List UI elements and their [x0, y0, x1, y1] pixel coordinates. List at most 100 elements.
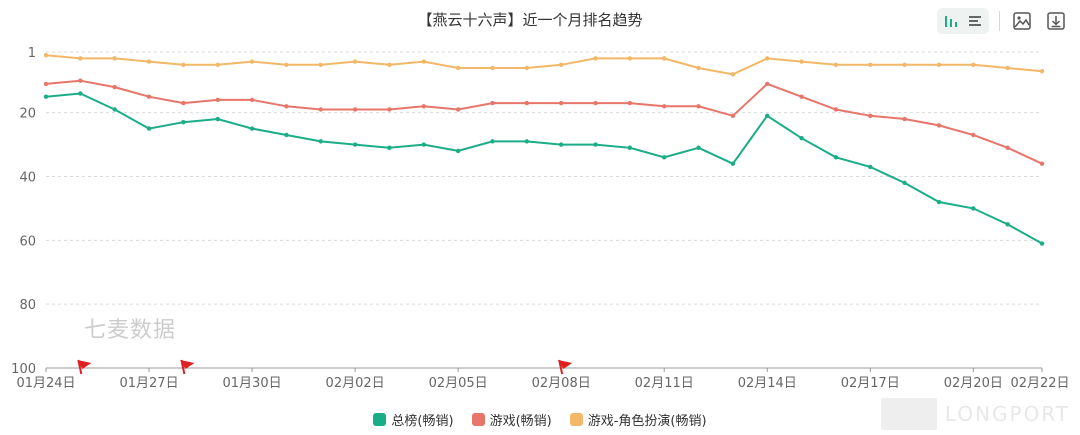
series-1-point[interactable]: [833, 155, 839, 160]
series-2-point[interactable]: [146, 94, 152, 99]
series-3-point[interactable]: [112, 56, 117, 61]
series-3-point[interactable]: [421, 59, 426, 64]
series-3-point[interactable]: [146, 59, 152, 64]
legend-item-1[interactable]: 总榜(畅销): [373, 410, 454, 429]
series-1-point[interactable]: [146, 126, 152, 131]
series-3-point[interactable]: [971, 62, 976, 67]
series-2-point[interactable]: [593, 100, 598, 106]
series-2-point[interactable]: [662, 104, 667, 109]
series-1-point[interactable]: [971, 206, 976, 211]
series-2-point[interactable]: [249, 97, 255, 103]
series-1-point[interactable]: [112, 107, 117, 112]
download-icon[interactable]: [1044, 9, 1068, 33]
series-1-point[interactable]: [662, 155, 667, 160]
series-1-point[interactable]: [936, 199, 942, 205]
series-2-point[interactable]: [936, 123, 942, 128]
series-2-point[interactable]: [730, 113, 736, 119]
series-2-point[interactable]: [215, 97, 220, 103]
series-2-point[interactable]: [318, 107, 323, 112]
series-3-point[interactable]: [730, 72, 736, 77]
series-1-point[interactable]: [1005, 222, 1010, 227]
legend-item-2[interactable]: 游戏(畅销): [471, 410, 552, 429]
series-3-point[interactable]: [593, 56, 598, 61]
series-3-point[interactable]: [627, 56, 633, 61]
series-3-point[interactable]: [318, 62, 323, 67]
flag-marker-icon[interactable]: [180, 359, 195, 375]
series-1-point[interactable]: [1039, 241, 1045, 246]
series-3-point[interactable]: [558, 62, 564, 67]
series-1-point[interactable]: [765, 113, 770, 119]
series-3-point[interactable]: [765, 56, 770, 61]
series-3-point[interactable]: [43, 52, 49, 58]
series-1-point[interactable]: [352, 142, 358, 147]
series-1-point[interactable]: [799, 135, 804, 141]
series-3-point[interactable]: [490, 65, 495, 71]
series-1-point[interactable]: [593, 142, 598, 147]
series-2-point[interactable]: [696, 104, 701, 109]
series-3-point[interactable]: [799, 59, 804, 64]
series-2-point[interactable]: [1039, 161, 1045, 166]
series-3-point[interactable]: [868, 62, 873, 67]
series-1-point[interactable]: [868, 164, 873, 170]
series-3-point[interactable]: [696, 65, 701, 71]
series-3-point[interactable]: [524, 65, 530, 71]
series-2-point[interactable]: [490, 100, 495, 106]
series-1-point[interactable]: [455, 148, 461, 154]
series-2-point[interactable]: [524, 100, 530, 106]
series-1-point[interactable]: [421, 142, 426, 147]
series-2-point[interactable]: [352, 107, 358, 112]
flag-marker-icon[interactable]: [77, 359, 92, 375]
bar-chart-icon[interactable]: [939, 9, 963, 33]
series-2-point[interactable]: [78, 78, 83, 83]
series-2-point[interactable]: [181, 100, 186, 106]
series-1-point[interactable]: [696, 145, 701, 150]
series-3-point[interactable]: [936, 62, 942, 67]
series-3-point[interactable]: [1039, 68, 1045, 74]
series-1-point[interactable]: [524, 139, 530, 144]
series-1-point[interactable]: [318, 139, 323, 144]
series-2-point[interactable]: [558, 100, 564, 106]
series-1-point[interactable]: [490, 139, 495, 144]
series-3-point[interactable]: [352, 59, 358, 64]
series-1-point[interactable]: [627, 145, 633, 150]
series-3-point[interactable]: [181, 62, 186, 67]
flag-marker-icon[interactable]: [558, 359, 573, 375]
series-3-point[interactable]: [387, 62, 392, 67]
series-3-point[interactable]: [662, 56, 667, 61]
series-2-point[interactable]: [971, 132, 976, 138]
series-2-point[interactable]: [627, 100, 633, 106]
series-1-point[interactable]: [181, 120, 186, 125]
series-2-point[interactable]: [112, 84, 117, 90]
series-2-point[interactable]: [902, 116, 907, 122]
series-3-point[interactable]: [455, 65, 461, 71]
series-3-point[interactable]: [833, 62, 839, 67]
series-2-point[interactable]: [799, 94, 804, 99]
legend-item-3[interactable]: 游戏-角色扮演(畅销): [569, 410, 707, 429]
series-1-point[interactable]: [78, 91, 83, 96]
series-3-point[interactable]: [78, 56, 83, 61]
series-3-point[interactable]: [902, 62, 907, 67]
series-1-point[interactable]: [730, 161, 736, 166]
series-3-point[interactable]: [1005, 65, 1010, 71]
series-2-point[interactable]: [387, 107, 392, 112]
series-2-point[interactable]: [455, 107, 461, 112]
series-1-point[interactable]: [249, 126, 255, 131]
series-1-point[interactable]: [387, 145, 392, 150]
series-3-point[interactable]: [215, 62, 220, 67]
series-2-point[interactable]: [421, 104, 426, 109]
series-3-point[interactable]: [249, 59, 255, 64]
series-1-point[interactable]: [902, 180, 907, 186]
series-2-point[interactable]: [765, 81, 770, 87]
series-3-point[interactable]: [284, 62, 289, 67]
save-image-icon[interactable]: [1010, 9, 1034, 33]
series-2-point[interactable]: [284, 104, 289, 109]
series-2-point[interactable]: [868, 113, 873, 119]
list-icon[interactable]: [963, 9, 987, 33]
series-1-point[interactable]: [558, 142, 564, 147]
series-1-point[interactable]: [215, 116, 220, 122]
series-2-point[interactable]: [1005, 145, 1010, 150]
series-1-point[interactable]: [284, 132, 289, 138]
series-2-point[interactable]: [833, 107, 839, 112]
series-2-point[interactable]: [43, 81, 49, 87]
series-1-point[interactable]: [43, 94, 49, 99]
